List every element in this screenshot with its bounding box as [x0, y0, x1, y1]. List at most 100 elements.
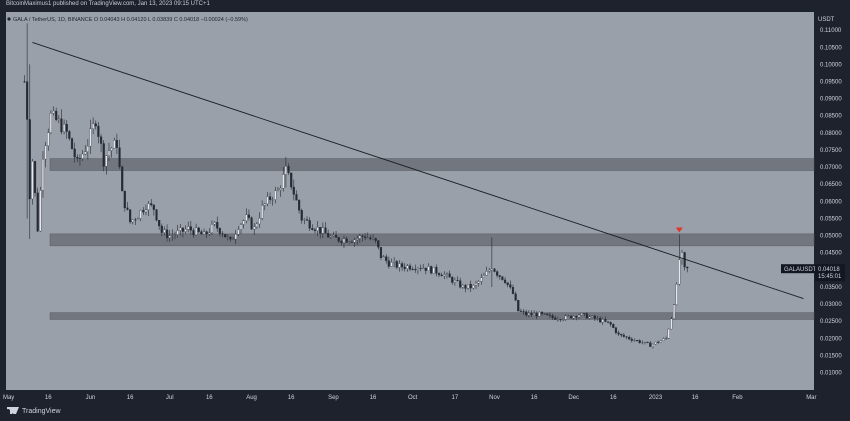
x-tick-label: Mar	[806, 395, 816, 401]
y-tick-label: 0.10500	[820, 45, 842, 51]
candle-body	[202, 231, 206, 235]
candle-body	[97, 125, 100, 137]
candle-body	[416, 268, 419, 271]
candle-body	[334, 235, 338, 238]
candle-body	[308, 220, 311, 229]
candle-body	[419, 268, 422, 269]
candle-body	[562, 319, 565, 321]
tradingview-logo-icon	[7, 407, 19, 414]
plot-area[interactable]	[6, 12, 814, 390]
x-tick-label: 16	[206, 395, 213, 401]
x-tick-label: May	[3, 395, 14, 401]
candle-body	[377, 240, 380, 248]
candle-body	[572, 316, 575, 319]
candle-body	[606, 321, 610, 323]
candle-body	[435, 267, 438, 274]
candle-body	[298, 200, 301, 211]
tradingview-logo-text: TradingView	[22, 408, 61, 415]
resistance-zone	[49, 158, 815, 171]
candle-body	[551, 315, 554, 319]
candle-body	[115, 140, 118, 148]
candle-body	[261, 205, 264, 219]
candle-body	[55, 110, 58, 120]
candle-body	[390, 262, 393, 267]
descending-trendline	[32, 42, 804, 300]
candle-body	[456, 280, 459, 281]
candle-body	[57, 118, 60, 120]
y-tick-label: 0.07500	[820, 148, 842, 154]
candle-body	[287, 166, 290, 174]
candle-body	[329, 236, 332, 238]
candle-body	[480, 277, 483, 282]
candle-body	[411, 269, 414, 271]
candle-body	[511, 287, 515, 294]
candle-body	[509, 284, 512, 288]
candle-body	[467, 284, 470, 289]
candle-body	[165, 229, 169, 238]
candle-body	[612, 324, 615, 328]
y-tick-label: 0.02500	[820, 319, 842, 325]
candle-body	[556, 319, 559, 321]
candle-body	[501, 276, 504, 281]
candle-body	[60, 118, 63, 133]
candle-body	[540, 311, 544, 314]
candle-body	[638, 340, 641, 343]
x-tick-label: Sep	[328, 395, 339, 401]
candle-body	[353, 239, 356, 243]
candle-body	[239, 224, 243, 230]
candle-body	[345, 238, 348, 243]
candle-body	[105, 155, 108, 167]
candle-body	[585, 313, 588, 319]
candle-body	[583, 313, 586, 315]
candle-body	[226, 236, 229, 238]
candle-body	[593, 315, 596, 319]
candle-body	[414, 269, 417, 271]
candle-body	[41, 158, 45, 191]
x-tick-label: 2023	[649, 395, 663, 401]
candle-body	[237, 229, 240, 235]
publisher-note: BitcoinMaximus1 published on TradingView…	[6, 1, 210, 7]
candle-body	[221, 233, 224, 235]
candle-body	[216, 222, 219, 229]
candle-body	[503, 279, 507, 283]
x-tick-label: Oct	[408, 395, 418, 401]
candle-body	[546, 313, 549, 316]
candle-body	[485, 271, 488, 276]
candle-body	[292, 186, 295, 195]
trendline-layer	[32, 42, 804, 300]
y-tick-label: 0.03000	[820, 302, 842, 308]
candle-body	[559, 319, 562, 321]
candle-body	[382, 256, 385, 258]
candle-body	[123, 190, 126, 209]
candle-body	[263, 203, 266, 206]
legend-dot	[7, 17, 11, 21]
candle-body	[535, 313, 538, 317]
candle-body	[84, 151, 87, 155]
candle-body	[210, 224, 214, 233]
candle-body	[646, 341, 649, 343]
candle-body	[39, 190, 42, 232]
candle-body	[160, 225, 163, 233]
candle-body	[620, 333, 623, 336]
candle-body	[121, 166, 124, 192]
candle-body	[78, 157, 82, 159]
candle-body	[630, 338, 633, 341]
candle-body	[490, 268, 493, 271]
candle-body	[527, 313, 530, 316]
y-tick-label: 0.07000	[820, 165, 842, 171]
candle-body	[147, 203, 150, 210]
candle-body	[662, 338, 665, 341]
candle-body	[443, 274, 446, 277]
candle-body	[604, 319, 607, 322]
y-tick-label: 0.06500	[820, 182, 842, 188]
candle-body	[110, 147, 113, 151]
candle-body	[472, 285, 475, 289]
candle-body	[213, 222, 216, 225]
candle-body	[422, 267, 425, 269]
y-tick-label: 0.11000	[820, 28, 842, 34]
candle-body	[33, 161, 37, 193]
candle-body	[361, 235, 364, 237]
